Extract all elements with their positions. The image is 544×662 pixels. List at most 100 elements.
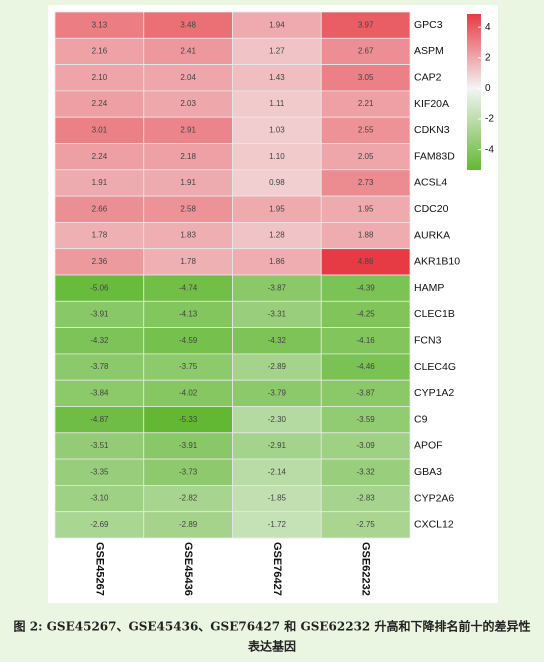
heat-cell [320,11,411,39]
heat-cell [54,379,145,407]
cell-label: 2.55 [358,125,374,134]
row-label: ASPM [414,45,444,57]
heat-cell [143,37,233,65]
caption: 图 2: GSE45267、GSE45436、GSE76427 和 GSE622… [14,619,531,634]
cell-label: 1.94 [269,20,285,29]
heat-cell [143,484,233,513]
row-label: APOF [414,440,443,452]
row-label: HAMP [414,282,444,294]
row-label: FCN3 [414,335,442,347]
cell-label: -4.87 [90,415,109,424]
cell-label: 2.67 [358,47,374,56]
heat-cell [320,274,411,302]
cell-label: -3.59 [357,415,376,424]
cell-label: -5.06 [90,283,109,292]
cell-label: 1.28 [269,231,285,240]
heat-cell [54,300,145,328]
row-label: CXCL12 [414,519,454,531]
cell-label: -3.87 [357,388,376,397]
heat-cell [232,511,322,539]
caption-continued: 表达基因 [247,639,296,654]
cell-label: 2.66 [92,204,108,213]
heat-cell [143,406,233,434]
heat-cell [54,90,145,118]
row-label: CDC20 [414,203,449,215]
row-label: FAM83D [414,150,455,162]
cell-label: -4.46 [357,362,376,371]
row-label: AKR1B10 [414,256,460,268]
row-label: CLEC4G [414,361,456,373]
cell-label: -4.32 [268,336,287,345]
heat-cell [320,37,411,65]
heat-cell [143,379,233,407]
cell-label: -2.91 [268,441,287,450]
cell-label: -3.35 [90,467,109,476]
cell-label: 1.78 [180,257,196,266]
heat-cell [320,484,411,513]
heat-cell [320,300,411,328]
row-label: GBA3 [414,466,442,478]
heat-cell [54,37,145,65]
heat-cell [54,274,145,302]
heat-cell [54,143,145,171]
cell-label: 2.41 [180,47,196,56]
cell-label: 1.95 [269,204,285,213]
cell-label: -4.32 [90,336,109,345]
heat-cell [54,406,145,434]
column-label: GSE76427 [271,542,283,596]
row-label: CDKN3 [414,124,450,136]
cell-label: 1.91 [92,178,108,187]
heat-cell [320,511,411,539]
heat-cell [232,274,322,302]
row-label: ACSL4 [414,177,447,189]
cell-label: 2.05 [358,152,374,161]
heat-cell [320,406,411,434]
cell-label: -4.59 [179,336,198,345]
heat-cell [143,116,233,144]
cell-label: 1.83 [180,231,196,240]
cell-label: -3.84 [90,388,109,397]
cell-label: -2.30 [268,415,287,424]
heat-cell [320,221,411,250]
cell-label: -4.74 [179,283,198,292]
heat-cell [54,353,145,381]
cell-label: 1.11 [269,99,285,108]
cell-label: -1.85 [268,494,287,503]
heat-cell [320,353,411,381]
cell-label: 2.58 [180,204,196,213]
cell-label: 2.18 [180,152,196,161]
heat-cell [232,458,322,486]
heat-cell [54,221,145,250]
cell-label: -3.51 [90,441,109,450]
cell-label: 1.78 [92,231,108,240]
heat-cell [320,432,411,460]
cell-label: -3.91 [90,310,109,319]
heat-cell [143,248,233,276]
heat-cell [143,274,233,302]
heat-cell [143,169,233,197]
cell-label: 1.91 [180,178,196,187]
heat-cell [232,37,322,65]
row-label: KIF20A [414,98,449,110]
cell-label: 3.13 [92,20,108,29]
heat-cell [320,90,411,118]
cell-label: 1.95 [358,204,374,213]
cell-label: -4.02 [179,388,198,397]
heat-cell [232,353,322,381]
cell-label: -3.73 [179,467,198,476]
cell-label: 2.73 [358,178,374,187]
cell-label: -4.25 [357,310,376,319]
heat-cell [143,353,233,381]
heat-cell [320,143,411,171]
cell-label: 1.10 [269,152,285,161]
cell-label: -2.14 [268,467,287,476]
cell-label: 0.98 [269,178,285,187]
heat-cell [143,327,233,355]
heat-cell [54,116,145,144]
row-label: C9 [414,413,428,425]
cell-label: 4.86 [358,257,374,266]
cell-label: -2.89 [179,520,198,529]
colorbar-tick-label: -4 [485,144,494,155]
cell-label: -3.79 [268,388,287,397]
cell-label: 3.01 [92,125,108,134]
